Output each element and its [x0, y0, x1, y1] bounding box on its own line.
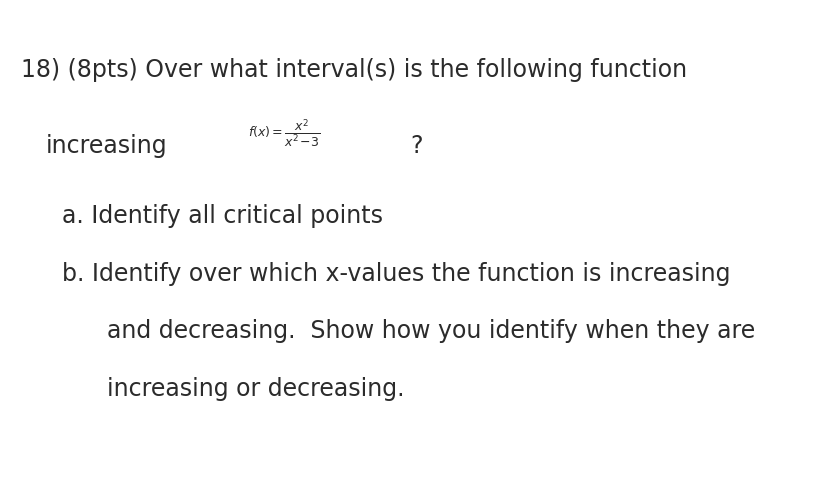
Text: b. Identify over which x-values the function is increasing: b. Identify over which x-values the func… [62, 262, 729, 286]
Text: a. Identify all critical points: a. Identify all critical points [62, 204, 383, 228]
Text: increasing or decreasing.: increasing or decreasing. [62, 377, 404, 401]
Text: $\mathit{f(x)=}\dfrac{x^2}{x^2\!-\!3}$: $\mathit{f(x)=}\dfrac{x^2}{x^2\!-\!3}$ [248, 118, 320, 149]
Text: increasing: increasing [45, 134, 167, 158]
Text: and decreasing.  Show how you identify when they are: and decreasing. Show how you identify wh… [62, 319, 754, 343]
Text: 18) (8pts) Over what interval(s) is the following function: 18) (8pts) Over what interval(s) is the … [21, 58, 686, 82]
Text: ?: ? [409, 134, 422, 158]
